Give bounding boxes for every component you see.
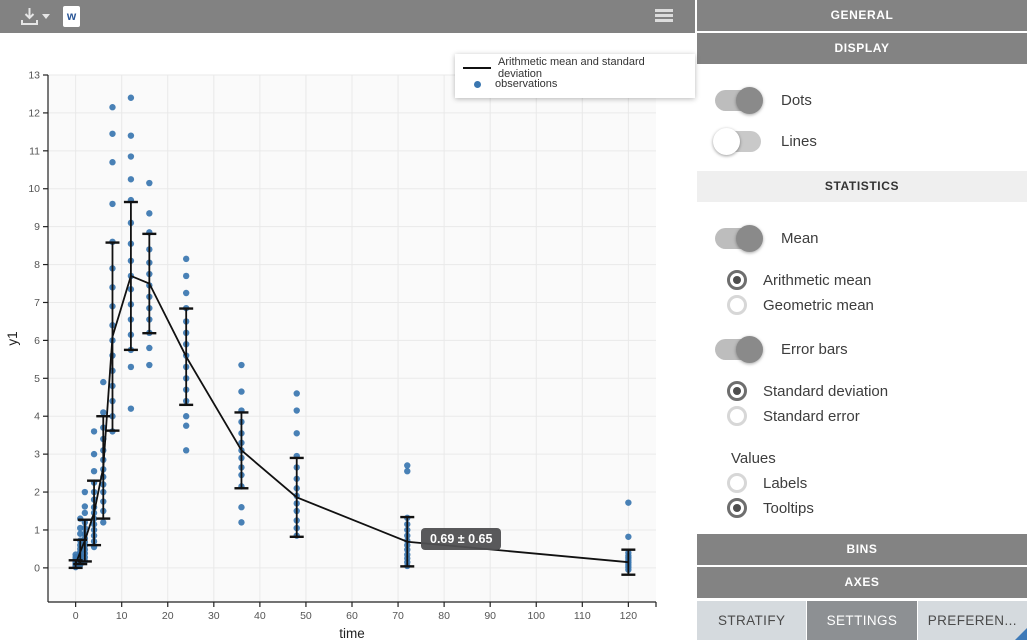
standard-deviation-radio — [727, 381, 747, 401]
word-export-icon[interactable]: w — [63, 6, 80, 27]
section-header-bins[interactable]: BINS — [697, 534, 1027, 565]
svg-text:0: 0 — [34, 562, 40, 574]
section-header-statistics[interactable]: STATISTICS — [697, 171, 1027, 202]
svg-text:4: 4 — [34, 411, 40, 423]
caret-down-icon[interactable] — [42, 14, 50, 19]
tooltips-option[interactable]: Tooltips — [697, 497, 1027, 519]
error-bars-toggle-row: Error bars — [697, 335, 1027, 363]
svg-text:20: 20 — [162, 610, 174, 622]
svg-text:40: 40 — [254, 610, 266, 622]
legend-item-observations: observations — [463, 76, 687, 92]
tab-preferences[interactable]: PREFEREN... — [917, 601, 1027, 640]
standard-error-radio — [727, 406, 747, 426]
svg-text:8: 8 — [34, 259, 40, 271]
svg-text:12: 12 — [28, 107, 40, 119]
svg-text:30: 30 — [208, 610, 220, 622]
svg-text:1: 1 — [34, 524, 40, 536]
panel-tabbar: STRATIFY SETTINGS PREFEREN... — [697, 601, 1027, 640]
mean-line-swatch — [463, 67, 491, 69]
svg-text:10: 10 — [28, 183, 40, 195]
svg-text:110: 110 — [574, 610, 591, 622]
legend-label: observations — [495, 78, 558, 90]
chart-toolbar: w — [0, 0, 695, 33]
observation-dot-swatch — [474, 80, 481, 88]
svg-text:11: 11 — [29, 145, 40, 157]
dots-toggle-row: Dots — [697, 86, 1027, 114]
svg-text:90: 90 — [484, 610, 496, 622]
legend-item-mean: Arithmetic mean and standard deviation — [463, 56, 687, 80]
svg-text:50: 50 — [300, 610, 312, 622]
lines-label: Lines — [781, 132, 817, 150]
svg-text:9: 9 — [34, 221, 40, 233]
arithmetic-mean-option[interactable]: Arithmetic mean — [697, 269, 1027, 291]
error-bars-toggle[interactable] — [715, 335, 763, 363]
mean-toggle-row: Mean — [697, 224, 1027, 252]
svg-text:6: 6 — [34, 335, 40, 347]
section-header-display[interactable]: DISPLAY — [697, 33, 1027, 64]
tooltips-radio — [727, 498, 747, 518]
svg-text:80: 80 — [438, 610, 450, 622]
tab-stratify[interactable]: STRATIFY — [697, 601, 807, 640]
svg-text:7: 7 — [34, 297, 40, 309]
svg-text:120: 120 — [620, 610, 638, 622]
svg-text:5: 5 — [34, 373, 40, 385]
mean-toggle[interactable] — [715, 224, 763, 252]
svg-text:3: 3 — [34, 449, 40, 461]
dots-label: Dots — [781, 91, 812, 109]
chart-legend: Arithmetic mean and standard deviation o… — [455, 54, 695, 98]
svg-text:13: 13 — [28, 70, 40, 82]
legend-label: Arithmetic mean and standard deviation — [498, 56, 645, 80]
chart-area: 0 1 2 3 4 5 6 7 8 9 10 11 12 13 0 10 20 30 40 50 60 70 80 90 100… — [0, 33, 695, 640]
values-group-label: Values — [731, 450, 776, 467]
svg-text:60: 60 — [346, 610, 358, 622]
arithmetic-mean-radio — [727, 270, 747, 290]
geometric-mean-option[interactable]: Geometric mean — [697, 294, 1027, 316]
mean-label: Mean — [781, 229, 819, 247]
labels-radio — [727, 473, 747, 493]
svg-text:70: 70 — [392, 610, 404, 622]
error-bars-label: Error bars — [781, 340, 848, 358]
mean-value-tooltip: 0.69 ± 0.65 — [421, 528, 502, 550]
lines-toggle-row: Lines — [697, 127, 1027, 155]
svg-text:time: time — [339, 626, 365, 640]
geometric-mean-radio — [727, 295, 747, 315]
standard-error-option[interactable]: Standard error — [697, 405, 1027, 427]
menu-icon[interactable] — [655, 9, 673, 23]
settings-panel: GENERAL DISPLAY Dots Lines STATISTICS Me… — [697, 0, 1027, 640]
svg-text:0: 0 — [73, 610, 79, 622]
download-icon[interactable] — [20, 7, 39, 26]
standard-deviation-option[interactable]: Standard deviation — [697, 380, 1027, 402]
svg-text:10: 10 — [116, 610, 128, 622]
tab-settings[interactable]: SETTINGS — [807, 601, 917, 640]
labels-option[interactable]: Labels — [697, 472, 1027, 494]
dots-toggle[interactable] — [715, 86, 763, 114]
section-header-axes[interactable]: AXES — [697, 567, 1027, 598]
svg-text:2: 2 — [34, 487, 40, 499]
svg-text:100: 100 — [527, 610, 545, 622]
section-header-general[interactable]: GENERAL — [697, 0, 1027, 31]
svg-text:y1: y1 — [5, 331, 20, 345]
lines-toggle[interactable] — [713, 127, 761, 155]
